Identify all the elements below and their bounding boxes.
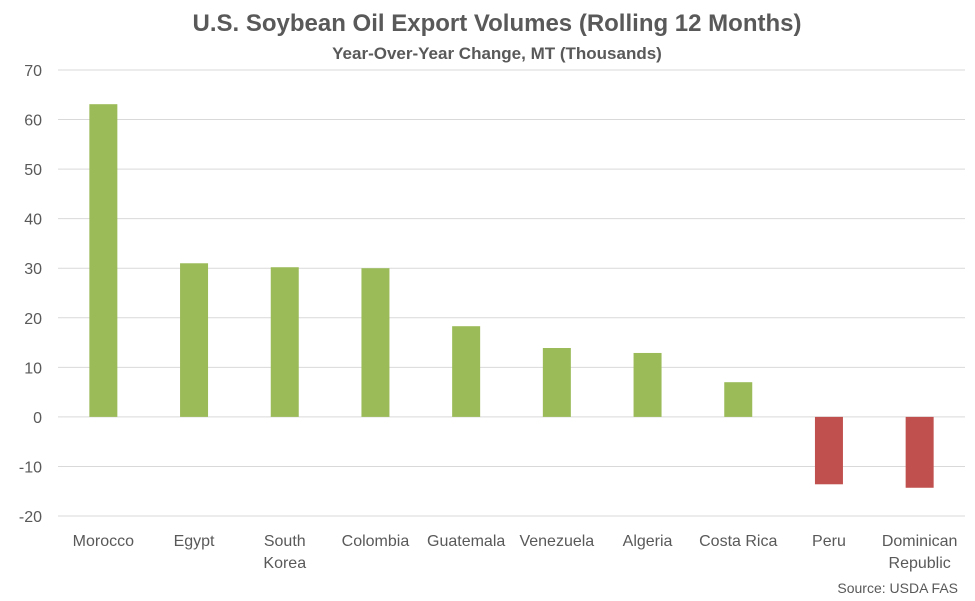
y-tick-label: 10 — [24, 360, 42, 377]
bar-costa-rica — [724, 382, 753, 417]
bar-egypt — [180, 263, 209, 417]
x-category-label: Colombia — [342, 533, 410, 550]
y-tick-label: 70 — [24, 63, 42, 80]
y-axis: -20 -10 0 10 20 30 40 50 60 70 — [19, 63, 42, 526]
bar-venezuela — [542, 348, 571, 417]
bar-peru — [814, 416, 843, 485]
y-tick-label: 20 — [24, 311, 42, 328]
bar-morocco — [89, 104, 118, 417]
y-tick-label: 0 — [33, 410, 42, 427]
bar-colombia — [361, 268, 390, 417]
bars — [89, 104, 934, 488]
x-category-label: Venezuela — [519, 533, 594, 550]
y-tick-label: -20 — [19, 509, 42, 526]
bar-algeria — [633, 352, 662, 417]
y-tick-label: 50 — [24, 162, 42, 179]
gridlines — [58, 69, 965, 517]
x-category-label: South Korea — [263, 533, 306, 572]
x-category-label: Egypt — [174, 533, 215, 550]
chart-subtitle: Year-Over-Year Change, MT (Thousands) — [332, 44, 662, 63]
source-note: Source: USDA FAS — [837, 580, 958, 596]
y-tick-label: 30 — [24, 261, 42, 278]
x-category-label: Costa Rica — [699, 533, 777, 550]
x-category-label: Algeria — [623, 533, 673, 550]
chart-title: U.S. Soybean Oil Export Volumes (Rolling… — [193, 10, 802, 37]
bar-guatemala — [452, 326, 481, 417]
y-tick-label: 60 — [24, 113, 42, 130]
x-category-label: Guatemala — [427, 533, 505, 550]
bar-dominican-republic — [905, 416, 934, 488]
y-tick-label: 40 — [24, 212, 42, 229]
y-tick-label: -10 — [19, 459, 42, 476]
x-category-label: Peru — [812, 533, 846, 550]
x-category-label: Morocco — [73, 533, 134, 550]
bar-south-korea — [270, 267, 299, 417]
x-axis: Morocco Egypt South Korea Colombia Guatemala V… — [73, 533, 958, 572]
x-category-label: Dominican Republic — [882, 533, 958, 572]
